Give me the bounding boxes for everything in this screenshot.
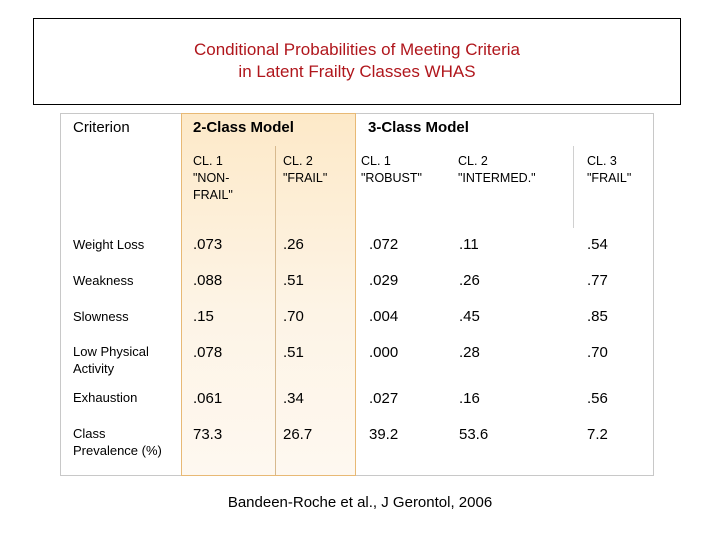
three-class-model-header: 3-Class Model <box>368 119 469 136</box>
table-cell: .56 <box>587 390 608 407</box>
table-cell: 7.2 <box>587 426 608 443</box>
table-cell: .073 <box>193 236 223 253</box>
table-cell: .51 <box>283 272 304 289</box>
title-box: Conditional Probabilities of Meeting Cri… <box>33 18 681 105</box>
two-class-model-header: 2-Class Model <box>193 119 294 136</box>
criterion-header: Criterion <box>73 119 130 136</box>
subheader-2class-cl2: CL. 2 "FRAIL" <box>283 154 328 185</box>
results-table <box>60 113 654 476</box>
table-cell: .027 <box>369 390 399 407</box>
table-cell: .061 <box>193 390 223 407</box>
row-label: Class Prevalence (%) <box>73 426 162 458</box>
table-cell: .11 <box>459 236 479 253</box>
subheader-3class-cl1: CL. 1 "ROBUST" <box>361 154 422 185</box>
table-cell: .34 <box>283 390 304 407</box>
row-label: Weight Loss <box>73 237 145 252</box>
table-cell: .70 <box>587 344 608 361</box>
row-label: Exhaustion <box>73 390 138 405</box>
table-cell: .072 <box>369 236 399 253</box>
table-cell: .70 <box>283 308 304 325</box>
table-cell: .26 <box>283 236 304 253</box>
table-cell: 26.7 <box>283 426 313 443</box>
table-cell: .088 <box>193 272 223 289</box>
column-divider <box>275 146 276 475</box>
table-cell: .54 <box>587 236 608 253</box>
table-cell: .16 <box>459 390 480 407</box>
subheader-3class-cl3: CL. 3 "FRAIL" <box>587 154 632 185</box>
table-cell: .15 <box>193 308 214 325</box>
table-cell: .000 <box>369 344 399 361</box>
table-cell: .28 <box>459 344 480 361</box>
row-label: Slowness <box>73 309 129 324</box>
table-cell: .77 <box>587 272 608 289</box>
table-cell: 39.2 <box>369 426 399 443</box>
table-cell: 73.3 <box>193 426 223 443</box>
title-line-2: in Latent Frailty Classes WHAS <box>238 62 476 81</box>
table-cell: .029 <box>369 272 399 289</box>
table-cell: .51 <box>283 344 304 361</box>
two-class-model-highlight <box>181 113 356 476</box>
table-cell: 53.6 <box>459 426 489 443</box>
title-line-1: Conditional Probabilities of Meeting Cri… <box>194 40 520 59</box>
table-cell: .45 <box>459 308 480 325</box>
column-divider <box>573 146 574 228</box>
table-cell: .004 <box>369 308 399 325</box>
table-cell: .078 <box>193 344 223 361</box>
citation: Bandeen-Roche et al., J Gerontol, 2006 <box>227 494 493 511</box>
table-cell: .26 <box>459 272 480 289</box>
subheader-2class-cl1: CL. 1 "NON- FRAIL" <box>193 154 233 202</box>
subheader-3class-cl2: CL. 2 "INTERMED." <box>458 154 536 185</box>
row-label: Weakness <box>73 273 134 288</box>
table-cell: .85 <box>587 308 608 325</box>
row-label: Low Physical Activity <box>73 344 149 376</box>
